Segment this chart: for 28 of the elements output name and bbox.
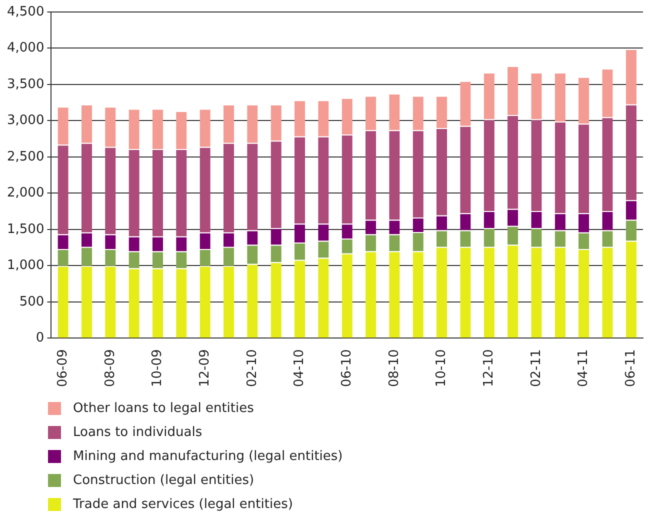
x-tick-label: 04-10 (292, 349, 308, 388)
y-tick-label: 4,000 (7, 40, 44, 56)
x-tick-label: 06-09 (55, 349, 70, 388)
legend-label: Other loans to legal entities (73, 400, 254, 416)
x-tick-label: 10-10 (434, 349, 450, 388)
x-tick-label: 04-11 (576, 349, 592, 388)
y-tick-label: 2,000 (7, 186, 44, 201)
y-tick-label: 1,500 (7, 222, 44, 237)
y-tick-label: 3,000 (7, 113, 44, 128)
x-tick-label: 02-11 (528, 349, 544, 388)
y-tick-label: 2,500 (7, 149, 44, 164)
x-tick-label: 02-10 (244, 349, 260, 388)
legend-label: Trade and services (legal entities) (73, 496, 293, 512)
legend-label: Loans to individuals (73, 424, 202, 440)
x-tick-label: 06-11 (624, 349, 639, 388)
x-tick-label: 12-10 (482, 349, 497, 388)
x-tick-label: 08-09 (102, 349, 118, 388)
x-tick-label: 12-09 (197, 349, 212, 388)
legend-label: Construction (legal entities) (73, 472, 254, 488)
y-tick-label: 0 (36, 330, 44, 346)
x-tick-label: 08-10 (386, 349, 402, 388)
x-tick-label: 06-10 (339, 349, 354, 388)
y-tick-label: 3,500 (7, 76, 44, 92)
y-tick-label: 4,500 (7, 4, 44, 20)
y-tick-label: 500 (19, 294, 44, 310)
x-tick-label: 10-09 (150, 349, 166, 388)
legend-label: Mining and manufacturing (legal entities) (73, 448, 343, 464)
y-tick-label: 1,000 (7, 258, 44, 274)
